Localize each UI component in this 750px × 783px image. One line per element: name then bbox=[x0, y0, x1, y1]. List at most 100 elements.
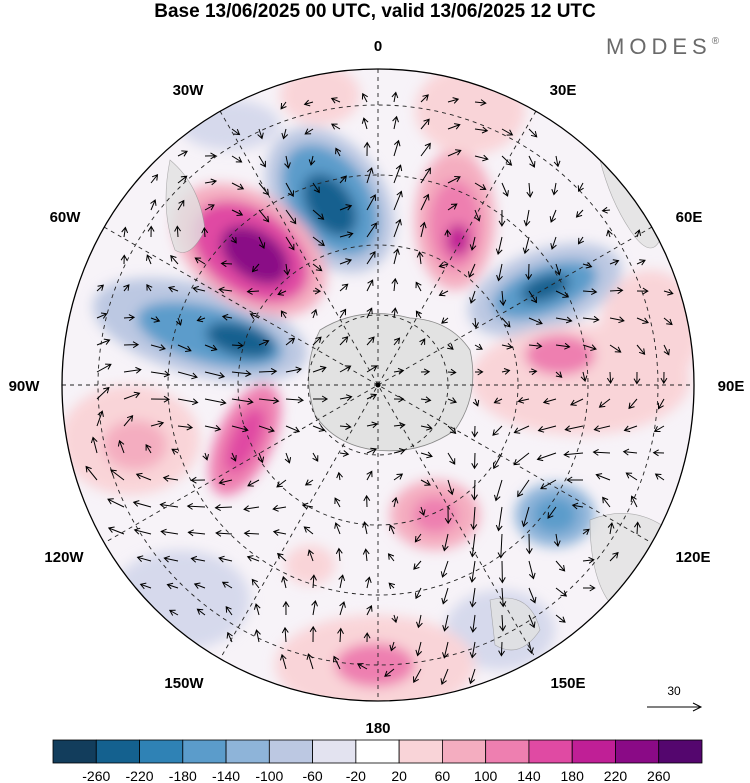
wind-arrow bbox=[447, 97, 460, 104]
wind-arrow bbox=[441, 317, 449, 324]
colorbar-swatch bbox=[182, 739, 227, 764]
wind-arrow bbox=[444, 506, 452, 525]
wind-arrow bbox=[339, 258, 353, 265]
wind-arrow bbox=[243, 530, 260, 537]
wind-arrow bbox=[447, 343, 454, 350]
wind-arrow bbox=[312, 182, 320, 194]
wind-arrow bbox=[447, 149, 462, 157]
wind-arrow bbox=[258, 236, 266, 249]
wind-arrow bbox=[498, 209, 506, 227]
wind-arrow bbox=[121, 226, 129, 238]
wind-arrow bbox=[247, 479, 260, 487]
wind-arrow bbox=[366, 470, 373, 481]
wind-arrow bbox=[280, 101, 287, 110]
wind-arrow bbox=[553, 533, 561, 547]
wind-arrow bbox=[150, 199, 157, 211]
modes-logo: MODES® bbox=[606, 34, 719, 60]
colorbar-swatch bbox=[528, 739, 573, 764]
wind-arrow bbox=[468, 668, 476, 685]
wind-arrow bbox=[582, 528, 590, 535]
wind-arrow bbox=[525, 533, 533, 555]
wind-arrow bbox=[472, 317, 479, 329]
wind-arrow bbox=[336, 471, 343, 481]
wind-arrow bbox=[196, 315, 206, 323]
wind-arrow bbox=[221, 581, 233, 589]
wind-arrow bbox=[281, 626, 289, 643]
wind-arrow bbox=[339, 394, 353, 401]
colorbar-tick-label: -180 bbox=[169, 768, 197, 783]
wind-arrow bbox=[663, 344, 670, 356]
wind-arrow bbox=[388, 582, 396, 590]
wind-arrow bbox=[312, 236, 325, 247]
wind-arrow bbox=[312, 425, 326, 432]
wind-arrow bbox=[187, 529, 206, 537]
wind-arrow bbox=[501, 342, 514, 350]
wind-arrow bbox=[218, 555, 233, 563]
colorbar-ticks: -260 -220 -180 -140 -100 -60 -20 20 60 100 140 180 2… bbox=[82, 768, 670, 783]
wind-arrow bbox=[135, 472, 152, 481]
wind-arrow bbox=[339, 283, 349, 292]
wind-arrow bbox=[636, 344, 646, 355]
wind-arrow bbox=[96, 338, 111, 346]
wind-arrow bbox=[257, 452, 265, 464]
wind-arrow bbox=[123, 284, 130, 292]
wind-arrow bbox=[633, 521, 641, 535]
wind-arrow bbox=[309, 625, 317, 643]
wind-arrow bbox=[416, 614, 423, 629]
wind-arrow bbox=[657, 398, 665, 410]
wind-arrow bbox=[469, 587, 477, 608]
wind-arrow bbox=[120, 254, 128, 265]
registered-mark: ® bbox=[711, 36, 720, 47]
wind-arrow bbox=[276, 479, 287, 488]
wind-arrow bbox=[330, 97, 341, 104]
wind-arrow bbox=[528, 368, 538, 376]
lon-label-150e: 150E bbox=[550, 675, 585, 692]
lon-label-60w: 60W bbox=[50, 209, 82, 226]
wind-arrow bbox=[166, 582, 179, 590]
wind-arrow bbox=[391, 614, 399, 624]
wind-arrow bbox=[362, 521, 369, 535]
wind-arrow bbox=[528, 317, 543, 325]
antarctica-landmass bbox=[308, 313, 474, 452]
wind-arrow bbox=[499, 587, 507, 608]
wind-arrow bbox=[177, 371, 198, 380]
wind-arrow bbox=[416, 251, 424, 265]
wind-arrow bbox=[495, 236, 503, 256]
wind-arrow bbox=[501, 155, 513, 166]
wind-arrow bbox=[337, 627, 344, 643]
wind-arrow bbox=[303, 526, 314, 535]
wind-arrow bbox=[285, 425, 301, 433]
wind-arrow bbox=[555, 316, 573, 324]
wind-arrow bbox=[499, 614, 507, 632]
wind-arrow bbox=[654, 473, 665, 481]
wind-arrow bbox=[609, 344, 622, 353]
wind-arrow bbox=[254, 629, 261, 643]
wind-arrow bbox=[159, 501, 179, 509]
wind-arrow bbox=[636, 259, 646, 266]
wind-arrow bbox=[469, 236, 477, 251]
colorbar-swatch bbox=[139, 739, 184, 764]
wind-arrow bbox=[215, 529, 233, 537]
wind-arrow bbox=[177, 175, 188, 184]
wind-arrow bbox=[393, 248, 400, 265]
wind-arrow bbox=[566, 476, 583, 484]
wind-arrow bbox=[243, 505, 260, 512]
wind-arrow bbox=[540, 479, 557, 490]
wind-arrow bbox=[218, 286, 233, 294]
wind-arrow bbox=[306, 653, 314, 670]
wind-arrow bbox=[246, 555, 260, 562]
wind-arrow bbox=[469, 614, 477, 633]
wind-arrow bbox=[472, 398, 480, 407]
wind-arrow bbox=[304, 479, 314, 486]
wind-arrow bbox=[258, 367, 278, 375]
wind-arrow bbox=[528, 290, 538, 304]
wind-arrow bbox=[393, 473, 404, 481]
wind-arrow bbox=[391, 91, 399, 103]
colorbar-swatch bbox=[268, 739, 314, 764]
lon-label-30w: 30W bbox=[173, 82, 205, 99]
wind-arrow bbox=[231, 209, 244, 216]
wind-arrow bbox=[513, 452, 530, 466]
wind-arrow bbox=[361, 92, 368, 103]
wind-arrow bbox=[283, 263, 291, 276]
